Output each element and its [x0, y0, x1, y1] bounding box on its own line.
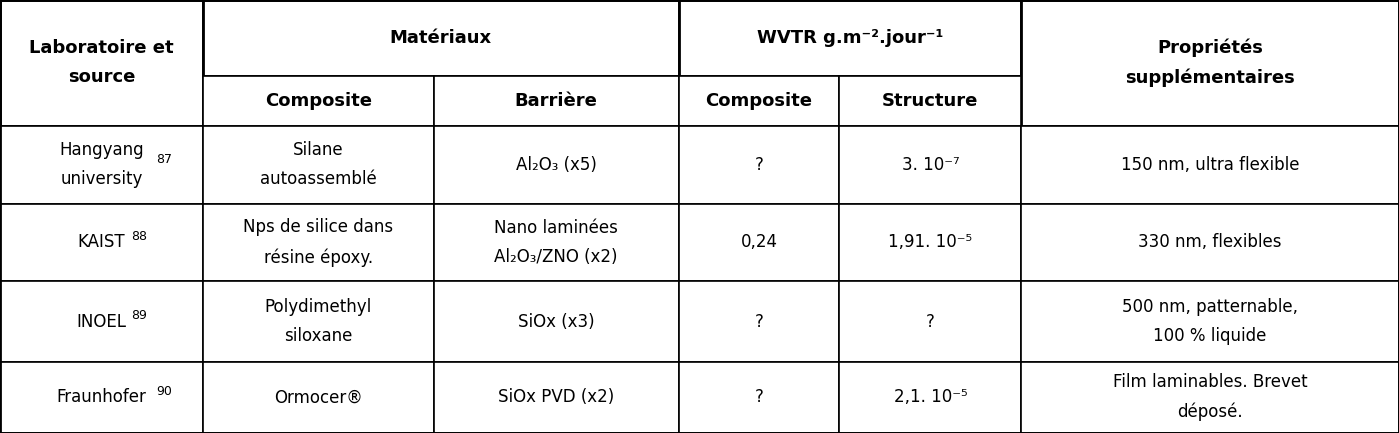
- Text: SiOx (x3): SiOx (x3): [518, 313, 595, 330]
- Bar: [839, 76, 1021, 126]
- Text: 150 nm, ultra flexible: 150 nm, ultra flexible: [1121, 155, 1300, 174]
- Bar: [203, 281, 434, 362]
- Bar: [0, 362, 203, 433]
- Bar: [679, 0, 1021, 76]
- Bar: [0, 281, 203, 362]
- Bar: [0, 126, 203, 204]
- Bar: [679, 281, 839, 362]
- Text: Matériaux: Matériaux: [390, 29, 491, 47]
- Text: Laboratoire et
source: Laboratoire et source: [29, 39, 173, 87]
- Bar: [203, 362, 434, 433]
- Text: 89: 89: [132, 309, 147, 322]
- Bar: [1021, 281, 1399, 362]
- Bar: [0, 0, 203, 126]
- Text: Al₂O₃ (x5): Al₂O₃ (x5): [516, 155, 596, 174]
- Text: Propriétés
supplémentaires: Propriétés supplémentaires: [1125, 39, 1295, 87]
- Bar: [839, 362, 1021, 433]
- Text: 1,91. 10⁻⁵: 1,91. 10⁻⁵: [888, 233, 972, 252]
- Text: ?: ?: [754, 388, 764, 406]
- Text: Silane
autoassemblé: Silane autoassemblé: [260, 141, 376, 188]
- Bar: [679, 126, 839, 204]
- Bar: [203, 76, 434, 126]
- Text: Fraunhofer: Fraunhofer: [56, 388, 147, 406]
- Bar: [434, 76, 679, 126]
- Text: Nano laminées
Al₂O₃/ZNO (x2): Nano laminées Al₂O₃/ZNO (x2): [494, 219, 618, 266]
- Text: Polydimethyl
siloxane: Polydimethyl siloxane: [264, 298, 372, 345]
- Text: 90: 90: [157, 385, 172, 398]
- Text: ?: ?: [754, 313, 764, 330]
- Bar: [434, 204, 679, 281]
- Text: INOEL: INOEL: [77, 313, 126, 330]
- Text: KAIST: KAIST: [77, 233, 126, 252]
- Text: SiOx PVD (x2): SiOx PVD (x2): [498, 388, 614, 406]
- Bar: [0, 204, 203, 281]
- Bar: [1021, 0, 1399, 126]
- Bar: [679, 76, 839, 126]
- Text: ?: ?: [926, 313, 935, 330]
- Text: Structure: Structure: [883, 92, 978, 110]
- Bar: [203, 126, 434, 204]
- Text: 2,1. 10⁻⁵: 2,1. 10⁻⁵: [894, 388, 967, 406]
- Text: WVTR g.m⁻².jour⁻¹: WVTR g.m⁻².jour⁻¹: [757, 29, 943, 47]
- Text: Composite: Composite: [705, 92, 813, 110]
- Bar: [1021, 362, 1399, 433]
- Text: 0,24: 0,24: [740, 233, 778, 252]
- Bar: [1021, 126, 1399, 204]
- Bar: [434, 281, 679, 362]
- Bar: [434, 362, 679, 433]
- Bar: [203, 0, 679, 76]
- Text: Hangyang
university: Hangyang university: [59, 141, 144, 188]
- Text: 330 nm, flexibles: 330 nm, flexibles: [1139, 233, 1281, 252]
- Bar: [434, 126, 679, 204]
- Text: 500 nm, patternable,
100 % liquide: 500 nm, patternable, 100 % liquide: [1122, 298, 1298, 345]
- Text: Nps de silice dans
résine époxy.: Nps de silice dans résine époxy.: [243, 218, 393, 267]
- Bar: [203, 204, 434, 281]
- Bar: [839, 204, 1021, 281]
- Text: ?: ?: [754, 155, 764, 174]
- Text: Composite: Composite: [264, 92, 372, 110]
- Bar: [839, 281, 1021, 362]
- Bar: [839, 126, 1021, 204]
- Text: 87: 87: [157, 153, 172, 166]
- Text: Film laminables. Brevet
déposé.: Film laminables. Brevet déposé.: [1112, 373, 1308, 421]
- Bar: [679, 362, 839, 433]
- Bar: [679, 204, 839, 281]
- Text: Ormocer®: Ormocer®: [274, 388, 362, 406]
- Text: Barrière: Barrière: [515, 92, 597, 110]
- Text: 88: 88: [132, 230, 147, 243]
- Text: 3. 10⁻⁷: 3. 10⁻⁷: [901, 155, 960, 174]
- Bar: [1021, 204, 1399, 281]
